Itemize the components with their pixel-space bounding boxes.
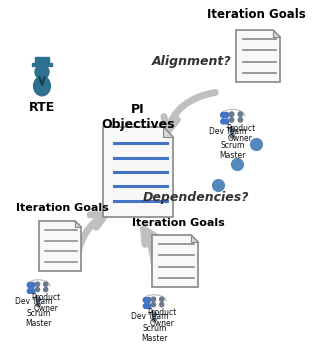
Polygon shape [152, 235, 198, 287]
Circle shape [230, 128, 235, 133]
Ellipse shape [160, 302, 164, 307]
Ellipse shape [230, 118, 234, 122]
Text: Dependencies?: Dependencies? [143, 191, 249, 204]
Text: Dev Team: Dev Team [131, 312, 169, 321]
Ellipse shape [221, 119, 226, 124]
Circle shape [152, 312, 156, 316]
Circle shape [35, 282, 40, 286]
Polygon shape [75, 221, 81, 227]
Text: Iteration Goals: Iteration Goals [207, 8, 306, 21]
Text: PI
Objectives: PI Objectives [101, 103, 175, 131]
Circle shape [160, 297, 164, 301]
Polygon shape [236, 30, 280, 82]
Ellipse shape [143, 304, 148, 308]
Circle shape [238, 112, 243, 117]
Text: Scrum
Master: Scrum Master [25, 309, 51, 328]
Circle shape [146, 298, 151, 302]
Text: Product
Owner: Product Owner [147, 308, 176, 328]
Ellipse shape [146, 304, 151, 308]
Circle shape [221, 112, 226, 118]
Circle shape [229, 112, 234, 117]
Bar [32, 63, 52, 66]
Text: Product
Owner: Product Owner [226, 124, 255, 143]
Ellipse shape [30, 289, 35, 293]
Polygon shape [103, 127, 173, 217]
Polygon shape [163, 127, 173, 137]
Text: Alignment?: Alignment? [152, 55, 232, 69]
Circle shape [27, 283, 32, 288]
Circle shape [224, 112, 229, 118]
Ellipse shape [35, 288, 40, 292]
Text: Dev Team: Dev Team [15, 297, 53, 306]
Polygon shape [191, 235, 198, 242]
Ellipse shape [36, 302, 40, 307]
Text: Scrum
Master: Scrum Master [141, 324, 167, 343]
Circle shape [151, 297, 156, 301]
Text: Scrum
Master: Scrum Master [219, 140, 246, 160]
Ellipse shape [34, 76, 51, 96]
Polygon shape [39, 221, 81, 271]
Circle shape [35, 65, 49, 79]
Text: RTE: RTE [29, 101, 55, 115]
Polygon shape [273, 30, 280, 37]
Text: Dev Team: Dev Team [209, 127, 247, 136]
Ellipse shape [27, 289, 32, 293]
Ellipse shape [44, 288, 48, 292]
Text: Iteration Goals: Iteration Goals [132, 218, 225, 228]
Bar [35, 57, 49, 64]
Point [216, 182, 221, 188]
Ellipse shape [230, 134, 235, 138]
Text: Product
Owner: Product Owner [31, 293, 60, 313]
Ellipse shape [238, 118, 242, 122]
Circle shape [30, 283, 35, 288]
Text: Iteration Goals: Iteration Goals [16, 203, 108, 213]
Ellipse shape [151, 302, 155, 307]
Point [235, 162, 240, 167]
Circle shape [143, 298, 148, 302]
Point [253, 141, 258, 146]
Circle shape [36, 297, 41, 301]
Ellipse shape [224, 119, 229, 124]
Circle shape [44, 282, 48, 286]
Ellipse shape [152, 318, 156, 322]
